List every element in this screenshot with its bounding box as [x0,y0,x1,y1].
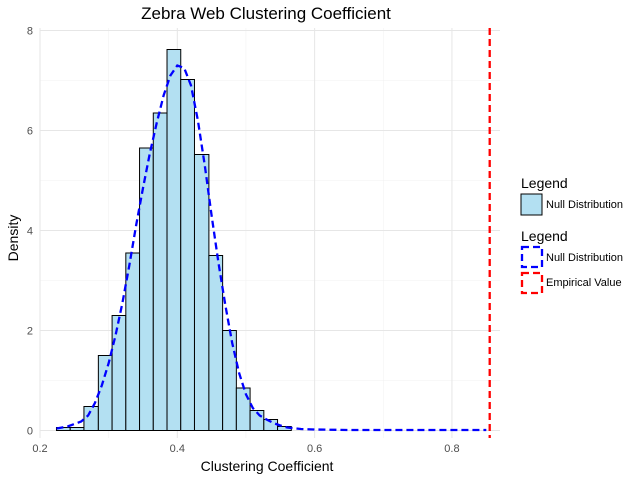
y-tick-labels: 0 2 4 6 8 [27,26,33,438]
y-tick-label: 0 [27,426,33,438]
legend-lines: Legend Null Distribution Empirical Value [520,228,623,295]
histogram-bar [97,355,113,431]
legend-empirical-swatch [520,271,544,295]
histogram-bar [235,387,251,431]
histogram-bar [69,427,85,431]
density-curve [56,64,487,432]
legend-fill-title: Legend [521,175,568,191]
histogram-bars [55,49,292,431]
legend-lines-title: Legend [521,228,568,244]
legend-fill-swatch [520,193,543,216]
histogram-bar [152,112,168,431]
x-axis-title: Clustering Coefficient [201,458,334,474]
y-tick-label: 4 [27,226,33,238]
legend-density-swatch [520,245,544,269]
legend-empirical-label: Empirical Value [546,277,622,289]
histogram-bar [166,49,182,431]
histogram-bar [83,406,99,431]
legend-density-label: Null Distribution [546,252,623,264]
x-tick-label: 0.6 [307,443,322,455]
y-tick-label: 8 [27,26,33,38]
histogram-bar [193,154,210,431]
histogram-bar [111,315,127,431]
y-tick-label: 6 [27,126,33,138]
histogram-bar [125,252,141,431]
x-tick-labels: 0.2 0.4 0.6 0.8 [32,443,459,455]
histogram-bar [180,79,195,431]
chart-title: Zebra Web Clustering Coefficient [141,4,391,23]
x-tick-label: 0.2 [32,443,47,455]
y-axis-title: Density [5,215,21,262]
legend-fill-label: Null Distribution [546,199,623,211]
x-tick-label: 0.8 [444,443,459,455]
legend-fill: Legend Null Distribution [520,175,623,216]
x-tick-label: 0.4 [170,443,185,455]
y-tick-label: 2 [27,326,33,338]
histogram-bar [222,330,237,431]
